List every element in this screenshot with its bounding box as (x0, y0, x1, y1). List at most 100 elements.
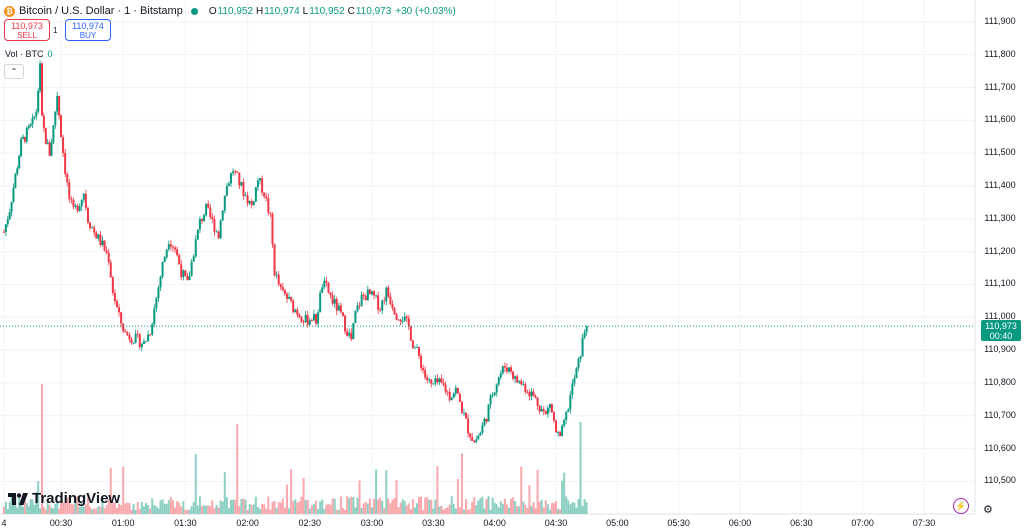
candle-body (575, 368, 578, 379)
volume-bar (44, 509, 47, 514)
collapse-legend-button[interactable]: ⌃ (4, 64, 24, 79)
volume-bar (103, 508, 106, 514)
candle-body (29, 124, 32, 127)
candle-body (89, 222, 92, 229)
volume-bar (23, 500, 26, 514)
candle-body (385, 287, 388, 302)
candle-body (8, 212, 11, 220)
lightning-icon[interactable]: ⚡ (953, 498, 969, 514)
candle-body (107, 252, 110, 263)
volume-bar (279, 502, 282, 514)
bitcoin-logo-icon: ₿ (4, 5, 15, 17)
candle-body (56, 95, 59, 112)
candle-body (194, 239, 197, 257)
candle-body (14, 174, 17, 188)
candle-body (244, 195, 247, 197)
symbol-title[interactable]: Bitcoin / U.S. Dollar · 1 · Bitstamp (19, 5, 183, 17)
candle-body (379, 309, 382, 311)
volume-bar (479, 498, 482, 514)
candle-body (219, 220, 222, 239)
buy-button[interactable]: 110,974 BUY (65, 19, 111, 41)
volume-bar (22, 506, 24, 514)
candle-body (583, 332, 586, 338)
price-change: +30 (+0.03%) (395, 5, 456, 17)
candle-body (465, 412, 468, 419)
volume-bar (413, 507, 416, 514)
candle-body (76, 205, 79, 211)
candle-body (196, 229, 199, 240)
volume-legend[interactable]: Vol · BTC 0 (5, 49, 53, 59)
volume-value: 0 (47, 49, 53, 59)
volume-bar (31, 499, 34, 514)
candle-body (200, 219, 203, 221)
candle-body (407, 318, 410, 327)
volume-bar (528, 485, 531, 514)
volume-bar (130, 509, 133, 514)
volume-bar (217, 507, 220, 514)
candle-body (497, 377, 500, 385)
candle-body (25, 128, 28, 142)
candle-body (203, 215, 206, 221)
gear-icon[interactable]: ⚙ (983, 504, 993, 516)
volume-bar (271, 502, 274, 514)
volume-bar (381, 500, 384, 514)
sell-button[interactable]: 110,973 SELL (4, 19, 50, 41)
candle-body (267, 198, 270, 213)
candle-body (377, 295, 380, 310)
volume-bar (149, 508, 152, 514)
volume-bar (209, 505, 212, 514)
volume-bar (546, 504, 549, 514)
candle-body (213, 219, 216, 232)
volume-bar (548, 509, 551, 514)
price-tick-label: 111,800 (984, 48, 1016, 59)
candle-body (333, 299, 336, 304)
candle-body (475, 439, 478, 443)
volume-bar (306, 499, 309, 514)
market-status-icon[interactable] (190, 7, 198, 15)
volume-bar (393, 498, 396, 514)
volume-bar (487, 496, 490, 514)
candle-body (344, 315, 347, 332)
candle-body (479, 432, 482, 436)
volume-bar (518, 506, 521, 514)
time-tick-label: 4 (1, 518, 7, 528)
candle-body (409, 326, 412, 341)
volume-bar (246, 509, 249, 514)
volume-bar (122, 466, 125, 514)
volume-bar (405, 505, 408, 514)
candle-body (165, 249, 168, 258)
volume-bar (389, 503, 392, 514)
volume-bar (153, 504, 156, 514)
candle-body (188, 275, 191, 281)
volume-bar (308, 508, 311, 514)
candle-body (157, 287, 160, 299)
volume-bar (477, 500, 480, 514)
candle-body (555, 420, 557, 433)
candle-body (171, 246, 174, 248)
volume-bar (526, 507, 529, 514)
volume-bar (252, 504, 255, 514)
candle-body (438, 378, 441, 383)
volume-bar (321, 499, 324, 514)
candle-body (182, 270, 185, 278)
candle-body (426, 377, 429, 381)
volume-bar (86, 497, 89, 514)
tradingview-logo[interactable]: TradingView (8, 490, 120, 507)
volume-bar (4, 501, 7, 514)
volume-bar (344, 509, 347, 514)
volume-bar (456, 478, 459, 514)
candle-body (58, 95, 61, 116)
candle-body (456, 387, 459, 394)
candle-body (70, 199, 73, 200)
volume-bar (300, 496, 303, 514)
time-tick-label: 05:30 (667, 518, 690, 528)
time-tick-label: 04:30 (544, 518, 568, 528)
candle-body (418, 347, 421, 356)
volume-bar (581, 505, 584, 514)
volume-bar (371, 507, 373, 514)
volume-bar (538, 501, 541, 514)
volume-bar (442, 509, 445, 514)
volume-bar (41, 384, 43, 514)
candle-body (145, 341, 148, 343)
